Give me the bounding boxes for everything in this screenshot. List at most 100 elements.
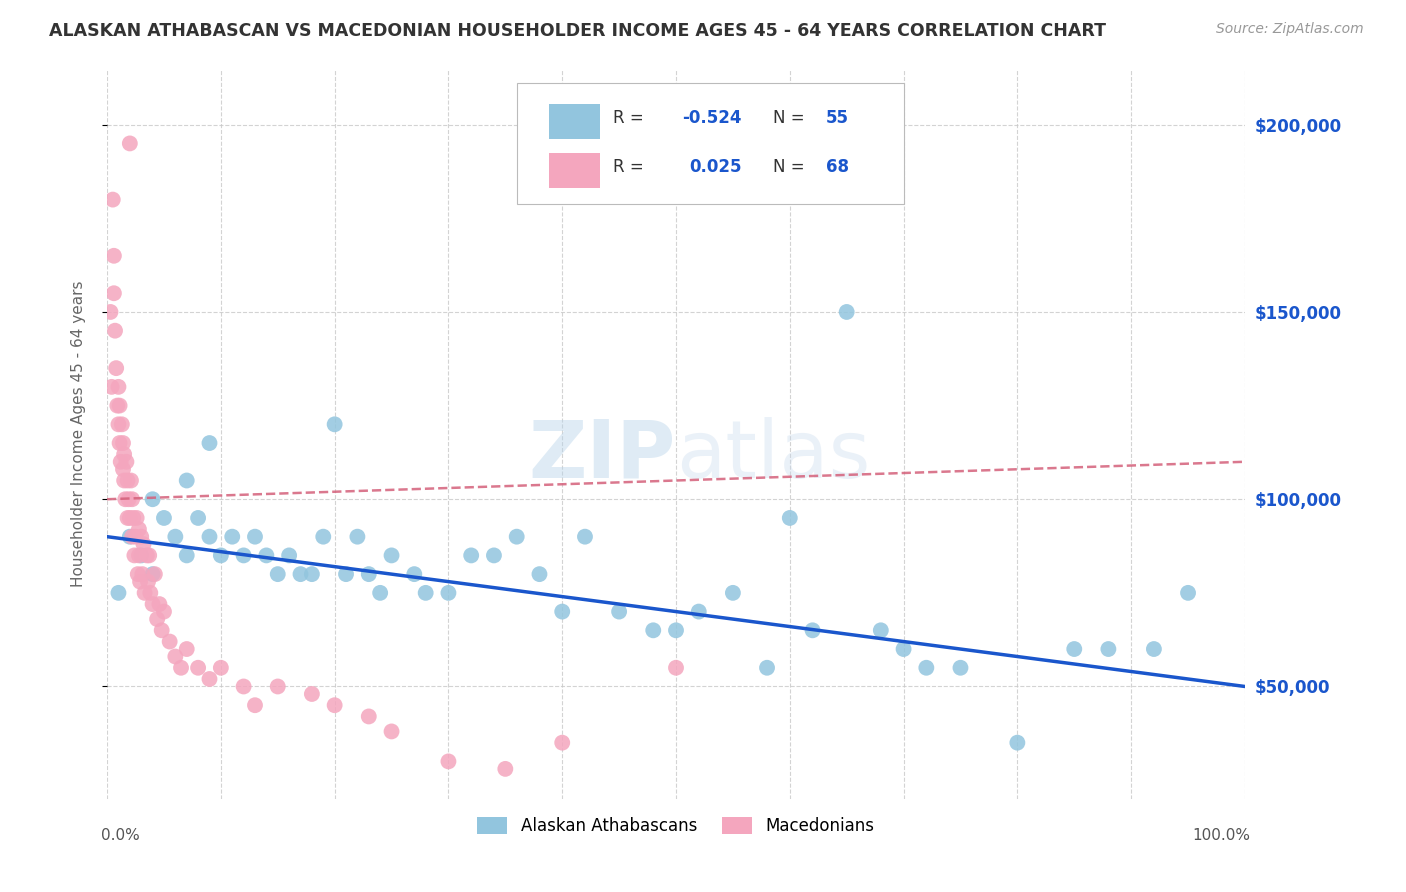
Point xyxy=(138,549,160,563)
Point xyxy=(574,530,596,544)
Point xyxy=(415,586,437,600)
Point xyxy=(437,586,460,600)
Point xyxy=(103,249,125,263)
Point xyxy=(482,549,505,563)
Text: 100.0%: 100.0% xyxy=(1192,828,1250,843)
Point xyxy=(198,436,221,450)
Point xyxy=(104,324,127,338)
Point xyxy=(1007,736,1029,750)
Y-axis label: Householder Income Ages 45 - 64 years: Householder Income Ages 45 - 64 years xyxy=(72,280,86,587)
Point xyxy=(290,567,312,582)
Point xyxy=(209,661,232,675)
Point xyxy=(893,642,915,657)
Point xyxy=(688,605,710,619)
Point xyxy=(120,474,142,488)
Point xyxy=(142,492,165,507)
Point xyxy=(801,624,824,638)
Point xyxy=(267,680,290,694)
Point xyxy=(118,136,141,151)
Point xyxy=(122,511,145,525)
Point xyxy=(112,447,135,461)
Text: 0.0%: 0.0% xyxy=(101,828,141,843)
Text: 68: 68 xyxy=(827,158,849,176)
Point xyxy=(1143,642,1166,657)
Point xyxy=(209,549,232,563)
Point xyxy=(111,436,134,450)
Point xyxy=(118,492,141,507)
Point xyxy=(243,530,266,544)
Point xyxy=(129,549,152,563)
Text: N =: N = xyxy=(773,109,810,128)
Point xyxy=(176,642,198,657)
Point xyxy=(142,597,165,611)
Point xyxy=(108,436,131,450)
Point xyxy=(232,680,254,694)
Point xyxy=(915,661,938,675)
Point xyxy=(142,567,165,582)
Point xyxy=(551,736,574,750)
Point xyxy=(312,530,335,544)
Point xyxy=(146,612,169,626)
Point xyxy=(132,537,155,551)
Point xyxy=(404,567,426,582)
Point xyxy=(1063,642,1085,657)
Point xyxy=(124,530,146,544)
Point xyxy=(267,567,290,582)
Point xyxy=(125,511,148,525)
Point xyxy=(153,511,176,525)
Text: 55: 55 xyxy=(827,109,849,128)
Point xyxy=(134,586,156,600)
Point xyxy=(105,399,128,413)
Text: 0.025: 0.025 xyxy=(690,158,742,176)
Point xyxy=(170,661,193,675)
Point xyxy=(165,649,187,664)
Point xyxy=(779,511,801,525)
Text: ALASKAN ATHABASCAN VS MACEDONIAN HOUSEHOLDER INCOME AGES 45 - 64 YEARS CORRELATI: ALASKAN ATHABASCAN VS MACEDONIAN HOUSEHO… xyxy=(49,22,1107,40)
Point xyxy=(323,417,346,432)
Point xyxy=(135,549,157,563)
Point xyxy=(506,530,529,544)
Point xyxy=(107,586,129,600)
Point xyxy=(607,605,630,619)
Point xyxy=(198,672,221,686)
FancyBboxPatch shape xyxy=(517,83,904,203)
Point xyxy=(869,624,891,638)
Point xyxy=(380,724,402,739)
Point xyxy=(494,762,516,776)
Point xyxy=(159,634,181,648)
Point xyxy=(108,399,131,413)
Point xyxy=(118,511,141,525)
Point xyxy=(127,567,149,582)
Point xyxy=(114,492,136,507)
Point xyxy=(121,530,143,544)
Point xyxy=(124,549,146,563)
Point xyxy=(357,567,380,582)
Point xyxy=(835,305,858,319)
Point xyxy=(243,698,266,713)
FancyBboxPatch shape xyxy=(548,104,600,139)
FancyBboxPatch shape xyxy=(548,153,600,188)
Point xyxy=(176,474,198,488)
Point xyxy=(380,549,402,563)
Point xyxy=(103,286,125,301)
Point xyxy=(1177,586,1199,600)
Point xyxy=(643,624,665,638)
Point xyxy=(105,361,128,376)
Point xyxy=(176,549,198,563)
Point xyxy=(101,193,124,207)
Text: -0.524: -0.524 xyxy=(682,109,741,128)
Point xyxy=(121,492,143,507)
Point xyxy=(301,687,323,701)
Point xyxy=(665,661,688,675)
Point xyxy=(128,522,150,536)
Point xyxy=(110,455,132,469)
Point xyxy=(1097,642,1119,657)
Point xyxy=(460,549,482,563)
Point xyxy=(187,511,209,525)
Point xyxy=(198,530,221,544)
Text: ZIP: ZIP xyxy=(529,417,676,494)
Point xyxy=(118,530,141,544)
Legend: Alaskan Athabascans, Macedonians: Alaskan Athabascans, Macedonians xyxy=(471,810,882,842)
Text: R =: R = xyxy=(613,109,650,128)
Point xyxy=(136,574,159,589)
